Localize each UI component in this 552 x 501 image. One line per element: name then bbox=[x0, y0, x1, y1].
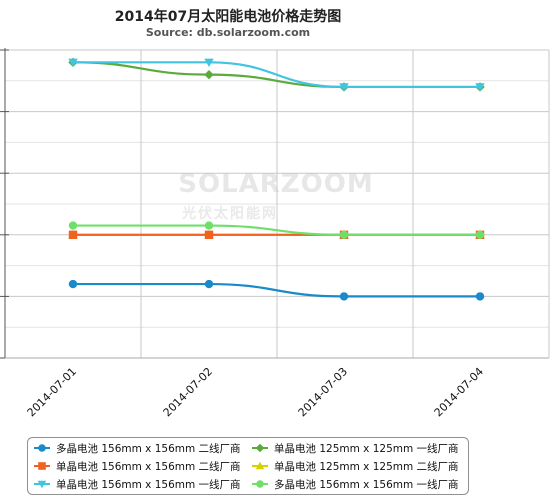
series-group bbox=[68, 57, 485, 301]
x-tick-labels: 2014-07-01 2014-07-02 2014-07-03 2014-07-04 bbox=[25, 365, 486, 419]
legend-marker bbox=[38, 462, 46, 470]
data-point bbox=[68, 230, 78, 239]
legend-label: 多晶电池 156mm x 156mm 二线厂商 bbox=[56, 442, 241, 455]
legend: 多晶电池 156mm x 156mm 二线厂商单晶电池 125mm x 125m… bbox=[27, 437, 469, 495]
data-point bbox=[204, 69, 214, 80]
series-5 bbox=[68, 58, 485, 92]
legend-marker bbox=[256, 480, 264, 488]
data-point bbox=[68, 221, 78, 230]
legend-label: 单晶电池 156mm x 156mm 一线厂商 bbox=[56, 478, 241, 491]
legend-item: 单晶电池 125mm x 125mm 一线厂商 bbox=[252, 442, 459, 455]
series-line bbox=[73, 224, 480, 236]
watermark-tagline: 光伏太阳能网 bbox=[181, 205, 278, 222]
legend-label: 单晶电池 156mm x 156mm 二线厂商 bbox=[56, 460, 241, 473]
data-point bbox=[68, 279, 78, 289]
x-tick-label: 2014-07-04 bbox=[432, 365, 486, 419]
data-point bbox=[204, 58, 214, 68]
chart-title: 2014年07月太阳能电池价格走势图 bbox=[115, 8, 341, 25]
data-point bbox=[339, 230, 349, 239]
data-point bbox=[204, 221, 214, 230]
data-point bbox=[475, 230, 485, 239]
legend-marker bbox=[255, 443, 265, 453]
legend-box bbox=[27, 437, 469, 495]
x-tick-label: 2014-07-01 bbox=[25, 365, 79, 419]
series-line bbox=[73, 61, 480, 89]
legend-item: 多晶电池 156mm x 156mm 一线厂商 bbox=[252, 478, 459, 491]
data-point bbox=[339, 292, 349, 301]
legend-item: 单晶电池 156mm x 156mm 二线厂商 bbox=[34, 460, 241, 473]
x-tick-label: 2014-07-02 bbox=[161, 365, 215, 419]
data-point bbox=[475, 292, 485, 301]
watermark-brand: SOLARZOOM bbox=[178, 169, 373, 199]
legend-label: 单晶电池 125mm x 125mm 一线厂商 bbox=[274, 442, 459, 455]
legend-label: 多晶电池 156mm x 156mm 一线厂商 bbox=[274, 478, 459, 491]
legend-marker bbox=[255, 461, 265, 470]
series-line bbox=[73, 282, 480, 298]
legend-marker bbox=[37, 480, 47, 489]
chart-subtitle: Source: db.solarzoom.com bbox=[146, 26, 310, 39]
legend-item: 单晶电池 125mm x 125mm 二线厂商 bbox=[252, 460, 459, 473]
legend-label: 单晶电池 125mm x 125mm 二线厂商 bbox=[274, 460, 459, 473]
legend-marker bbox=[38, 444, 46, 452]
data-point bbox=[339, 83, 349, 92]
series-1 bbox=[68, 279, 485, 301]
data-point bbox=[475, 83, 485, 92]
data-point bbox=[68, 58, 78, 68]
solarzoom-watermark: SOLARZOOM 光伏太阳能网 bbox=[178, 169, 373, 222]
axes bbox=[0, 48, 550, 359]
legend-item: 多晶电池 156mm x 156mm 二线厂商 bbox=[34, 442, 241, 455]
x-tick-label: 2014-07-03 bbox=[296, 365, 350, 419]
series-6 bbox=[68, 221, 485, 239]
legend-item: 单晶电池 156mm x 156mm 一线厂商 bbox=[34, 478, 241, 491]
grid bbox=[4, 49, 550, 359]
data-point bbox=[204, 230, 214, 239]
data-point bbox=[204, 279, 214, 289]
